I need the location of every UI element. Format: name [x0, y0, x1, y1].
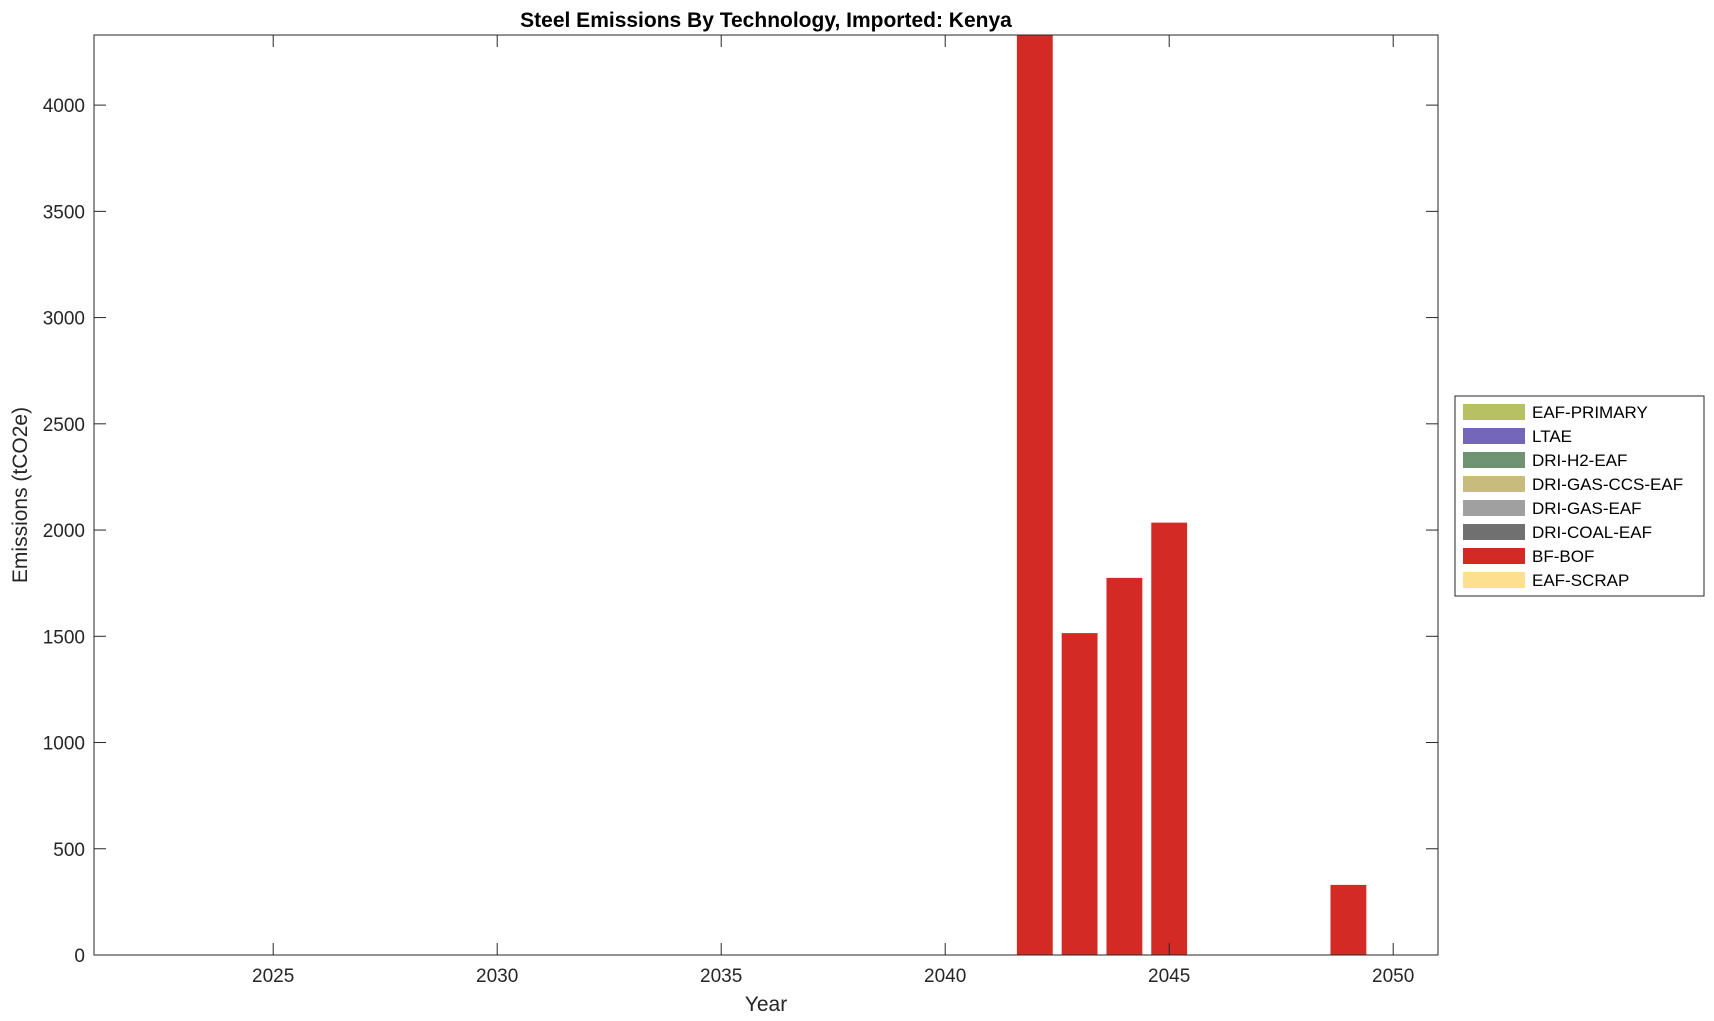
x-tick-label: 2030: [476, 966, 518, 987]
ticks-group: 2025 2030 2035 2040 2045 2050 0 500 1000 1500 2000…: [43, 35, 1438, 987]
y-tick-label: 2500: [43, 415, 85, 436]
bar-bf-bof-2049: [1330, 884, 1367, 955]
bar-bf-bof-2044: [1106, 577, 1143, 955]
y-tick-label: 4000: [43, 96, 85, 117]
y-tick-label: 2000: [43, 521, 85, 542]
chart-title: Steel Emissions By Technology, Imported:…: [520, 9, 1012, 32]
y-tick-label: 3000: [43, 309, 85, 330]
y-tick-label: 0: [74, 946, 85, 967]
legend-label-eaf-scrap: EAF-SCRAP: [1532, 571, 1629, 590]
y-tick-label: 1000: [43, 734, 85, 755]
legend-label-dri-h2-eaf: DRI-H2-EAF: [1532, 451, 1627, 470]
bars-group: [1016, 35, 1367, 955]
legend-swatch-dri-coal-eaf: [1463, 524, 1525, 540]
x-tick-label: 2025: [252, 966, 294, 987]
legend-label-dri-gas-ccs-eaf: DRI-GAS-CCS-EAF: [1532, 475, 1683, 494]
legend-swatch-dri-gas-eaf: [1463, 500, 1525, 516]
plot-area-frame: [93, 34, 1439, 956]
legend-swatch-bf-bof: [1463, 548, 1525, 564]
x-tick-label: 2040: [924, 966, 966, 987]
x-tick-label: 2050: [1372, 966, 1414, 987]
y-tick-label: 500: [53, 840, 85, 861]
legend-label-bf-bof: BF-BOF: [1532, 547, 1594, 566]
bar-bf-bof-2043: [1061, 633, 1098, 955]
legend-swatch-dri-gas-ccs-eaf: [1463, 476, 1525, 492]
legend-swatch-eaf-scrap: [1463, 572, 1525, 588]
y-tick-label: 3500: [43, 202, 85, 223]
legend-label-ltae: LTAE: [1532, 427, 1572, 446]
x-axis-label: Year: [745, 993, 787, 1016]
bar-bf-bof-2045: [1151, 522, 1188, 955]
legend-swatch-eaf-primary: [1463, 404, 1525, 420]
bar-bf-bof-2042: [1016, 35, 1053, 955]
legend-box: [1454, 395, 1705, 597]
legend-swatch-ltae: [1463, 428, 1525, 444]
x-tick-label: 2035: [700, 966, 742, 987]
legend: EAF-PRIMARY LTAE DRI-H2-EAF DRI-GAS-CCS-EAF…: [1454, 395, 1705, 597]
y-axis-label: Emissions (tCO2e): [9, 407, 32, 583]
legend-swatch-dri-h2-eaf: [1463, 452, 1525, 468]
legend-label-dri-coal-eaf: DRI-COAL-EAF: [1532, 523, 1652, 542]
y-tick-label: 1500: [43, 627, 85, 648]
x-tick-label: 2045: [1148, 966, 1190, 987]
legend-label-eaf-primary: EAF-PRIMARY: [1532, 403, 1648, 422]
legend-label-dri-gas-eaf: DRI-GAS-EAF: [1532, 499, 1642, 518]
